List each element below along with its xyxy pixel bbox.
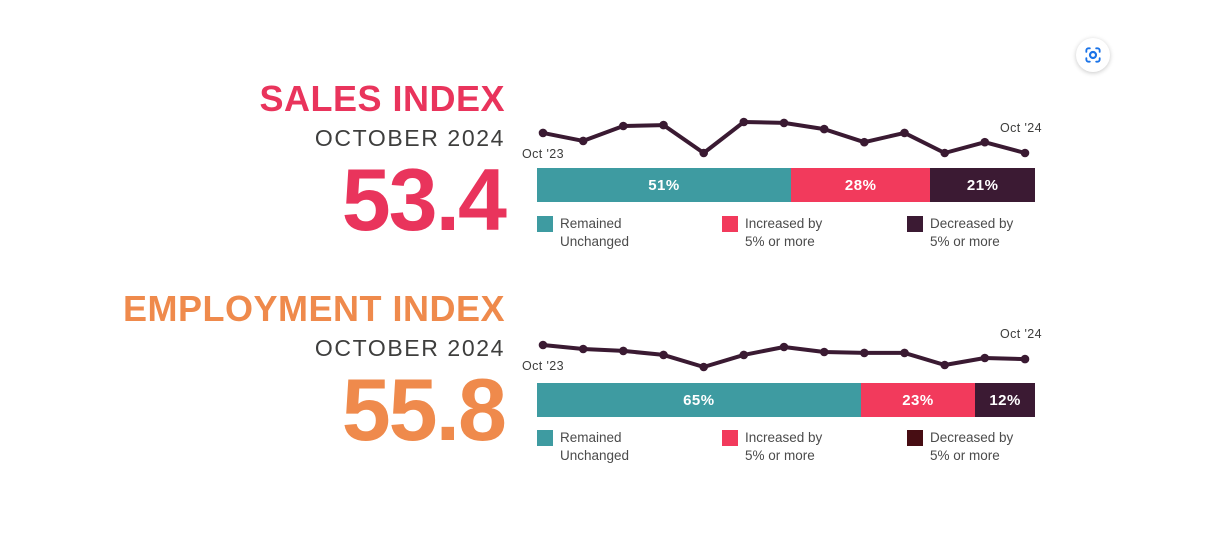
employment-index-title: EMPLOYMENT INDEX: [122, 288, 505, 329]
sales-legend-item-0: Remained Unchanged: [537, 215, 629, 251]
employment-sparkline-wrap: Oct '23 Oct '24: [522, 327, 1042, 375]
sales-sparkline-point-7: [819, 124, 829, 134]
sales-sparkline-wrap: Oct '23 Oct '24: [522, 113, 1042, 163]
sales-legend-item-2: Decreased by 5% or more: [907, 215, 1013, 251]
employment-legend-label-2: Decreased by 5% or more: [930, 430, 1014, 464]
employment-stacked-bar: 65% 23% 12%: [537, 383, 1035, 417]
employment-legend-swatch-2: [907, 430, 923, 446]
employment-sparkline-point-11: [980, 353, 990, 363]
sales-index-value: 53.4: [341, 149, 507, 249]
sales-index-title: SALES INDEX: [259, 78, 505, 119]
employment-bar-segment-1: 23%: [860, 383, 976, 417]
employment-sparkline-point-1: [578, 344, 588, 354]
sales-sparkline-point-0: [538, 128, 548, 138]
employment-legend-label-1: Increased by 5% or more: [745, 430, 823, 464]
sales-sparkline-point-8: [860, 137, 869, 147]
sales-legend-label-1: Increased by 5% or more: [745, 216, 823, 250]
sales-sparkline-point-2: [619, 121, 628, 131]
sales-legend-label-0: Remained Unchanged: [560, 216, 630, 250]
employment-sparkline-point-0: [538, 340, 548, 350]
employment-legend-swatch-0: [537, 430, 553, 446]
sales-sparkline-end-label: Oct '24: [999, 121, 1042, 135]
sales-sparkline-point-12: [1020, 148, 1030, 158]
sales-sparkline-point-6: [779, 118, 789, 128]
employment-legend-item-1: Increased by 5% or more: [722, 429, 822, 465]
sales-bar-segment-0: 51%: [537, 168, 791, 202]
sales-index-title-block: SALES INDEX OCTOBER 2024 53.4: [0, 78, 507, 249]
employment-trend-sparkline: [538, 340, 1030, 372]
employment-bar-segment-0: 65%: [537, 383, 861, 417]
employment-sparkline-point-6: [779, 342, 789, 352]
employment-sparkline-end-label: Oct '24: [999, 327, 1042, 341]
employment-index-value: 55.8: [341, 359, 507, 459]
employment-sparkline-point-5: [739, 350, 749, 360]
employment-sparkline-start-label: Oct '23: [522, 359, 565, 373]
employment-legend-label-0: Remained Unchanged: [560, 430, 630, 464]
employment-legend-swatch-1: [722, 430, 738, 446]
sales-legend-label-2: Decreased by 5% or more: [930, 216, 1014, 250]
sales-sparkline-point-10: [940, 148, 949, 158]
sales-stacked-bar: 51% 28% 21%: [537, 168, 1035, 202]
sales-legend-swatch-0: [537, 216, 553, 232]
employment-sparkline-point-4: [699, 362, 708, 372]
sales-sparkline-point-5: [739, 117, 749, 127]
sales-legend-swatch-1: [722, 216, 738, 232]
sales-bar-segment-2: 21%: [930, 168, 1035, 202]
sales-sparkline-start-label: Oct '23: [522, 147, 565, 161]
employment-sparkline-point-9: [900, 348, 909, 358]
sales-legend-item-1: Increased by 5% or more: [722, 215, 822, 251]
screenshot-region-icon: [1085, 47, 1101, 63]
employment-sparkline-point-12: [1020, 354, 1030, 364]
employment-sparkline-point-3: [659, 350, 668, 360]
sales-sparkline-point-9: [900, 128, 909, 138]
sales-legend: Remained Unchanged Increased by 5% or more D…: [537, 215, 1035, 259]
sales-legend-swatch-2: [907, 216, 923, 232]
sales-bar-segment-1: 28%: [790, 168, 931, 202]
employment-legend: Remained Unchanged Increased by 5% or more D…: [537, 429, 1035, 473]
employment-legend-item-0: Remained Unchanged: [537, 429, 629, 465]
sales-sparkline-point-11: [980, 137, 990, 147]
sales-sparkline-point-4: [699, 148, 708, 158]
sales-sparkline-point-3: [659, 120, 668, 130]
employment-bar-segment-2: 12%: [975, 383, 1035, 417]
employment-legend-item-2: Decreased by 5% or more: [907, 429, 1013, 465]
sales-trend-sparkline: [538, 117, 1030, 158]
sales-chart-block: Oct '23 Oct '24 51% 28% 21% Remained Unchan…: [522, 113, 1042, 259]
employment-index-title-block: EMPLOYMENT INDEX OCTOBER 2024 55.8: [0, 288, 507, 459]
sales-sparkline-point-1: [578, 136, 588, 146]
screenshot-button[interactable]: [1076, 38, 1110, 72]
employment-chart-block: Oct '23 Oct '24 65% 23% 12% Remained Unchan…: [522, 327, 1042, 473]
employment-sparkline-point-7: [819, 347, 829, 357]
employment-sparkline-point-8: [860, 348, 869, 358]
sales-index-subtitle: OCTOBER 2024: [314, 124, 505, 151]
employment-sparkline-point-2: [619, 346, 628, 356]
employment-sparkline-point-10: [940, 360, 949, 370]
employment-index-subtitle: OCTOBER 2024: [314, 334, 505, 361]
